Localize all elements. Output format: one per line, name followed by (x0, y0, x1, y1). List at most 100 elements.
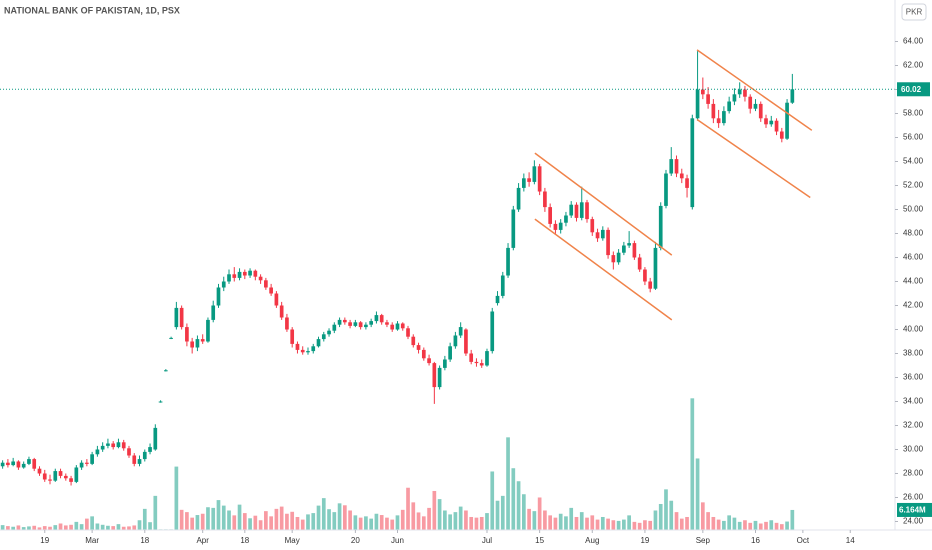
volume-bar (774, 522, 779, 530)
volume-bar (127, 526, 131, 530)
candle-body (6, 462, 10, 466)
candle-body (11, 461, 16, 466)
candle-body (532, 166, 537, 182)
volume-bar (269, 516, 273, 530)
y-tick-label: 30.00 (903, 445, 924, 454)
volume-bar (543, 510, 547, 530)
volume-bar (706, 512, 710, 530)
volume-bar (37, 527, 42, 530)
candle-body (521, 178, 526, 188)
candle-body (48, 479, 52, 481)
candle-body (627, 243, 631, 246)
candle-body (658, 205, 663, 248)
volume-bar (358, 517, 363, 530)
x-tick-label: 15 (535, 536, 544, 545)
volume-bar (537, 497, 542, 530)
candle-body (600, 229, 605, 239)
candle-body (85, 462, 89, 464)
volume-bar (748, 522, 753, 530)
candle-body (37, 468, 42, 474)
volume-bar (727, 515, 732, 530)
candle-body (227, 274, 231, 282)
candle-body (743, 89, 747, 97)
volume-bar (16, 525, 21, 530)
last-price-box (897, 82, 930, 97)
volume-bar (758, 523, 763, 530)
candle-body (342, 319, 347, 323)
volume-bar (274, 508, 279, 530)
candle-body (364, 324, 368, 328)
candle-body (248, 270, 252, 276)
volume-bar (216, 500, 221, 530)
candle-body (595, 232, 600, 239)
volume-bar (627, 515, 631, 530)
x-tick-label: 19 (640, 536, 649, 545)
volume-bar (611, 520, 616, 530)
candle-body (300, 349, 305, 353)
volume-bar (390, 519, 395, 530)
candle-body (69, 478, 73, 482)
volume-bar (569, 507, 574, 530)
volume-bar (374, 513, 379, 530)
volume-bar (369, 518, 374, 530)
candle-body (32, 459, 37, 469)
candle-body (216, 287, 221, 306)
candle-body (737, 89, 742, 95)
volume-bar (632, 521, 637, 530)
currency-label[interactable]: PKR (906, 8, 923, 17)
candle-body (116, 442, 121, 448)
volume-bar (279, 506, 284, 530)
candle-body (274, 293, 279, 306)
candle-body (395, 323, 400, 330)
candle-body (311, 346, 316, 352)
volume-bar (474, 517, 479, 530)
candle-body (316, 339, 321, 347)
trendline (696, 49, 813, 131)
volume-bar (469, 516, 474, 530)
volume-bar (427, 507, 431, 530)
y-tick-label: 36.00 (903, 373, 924, 382)
volume-bar (432, 490, 437, 530)
volume-bar (242, 513, 247, 530)
volume-bar (506, 437, 510, 530)
volume-bar (306, 514, 310, 530)
candle-body (321, 334, 326, 340)
candle-body (564, 215, 568, 223)
volume-bar (0, 525, 5, 530)
volume-bar (95, 523, 100, 530)
candle-body (269, 287, 273, 294)
volume-bar (253, 515, 258, 530)
candle-body (295, 343, 300, 350)
volume-bar (732, 517, 737, 530)
volume-bar (416, 512, 421, 530)
volume-bar (206, 507, 210, 530)
volume-bar (490, 471, 495, 530)
candle-body (237, 271, 242, 278)
volume-bar (406, 487, 410, 530)
volume-bar (11, 526, 16, 530)
candle-body (779, 131, 784, 139)
candle-body (137, 459, 142, 464)
volume-bar (327, 509, 331, 530)
y-tick-label: 62.00 (903, 61, 924, 70)
volume-bar (142, 508, 147, 530)
candle-body (206, 319, 210, 342)
volume-bar (116, 524, 121, 530)
x-tick-label: Oct (797, 536, 810, 545)
currency-button[interactable] (901, 3, 927, 21)
volume-bar (195, 515, 200, 530)
last-volume-label: 6.164M (899, 506, 926, 515)
candle-body (185, 327, 189, 342)
candle-body (516, 187, 521, 210)
y-tick-label: 34.00 (903, 397, 924, 406)
candle-body (685, 178, 689, 188)
x-tick-label: 18 (140, 536, 149, 545)
volume-bar (121, 526, 126, 530)
volume-bar (679, 518, 684, 530)
volume-bar (400, 509, 405, 530)
volume-bar (606, 518, 610, 530)
volume-bar (700, 502, 705, 530)
x-tick-label: Apr (196, 536, 209, 545)
volume-bar (495, 500, 500, 530)
